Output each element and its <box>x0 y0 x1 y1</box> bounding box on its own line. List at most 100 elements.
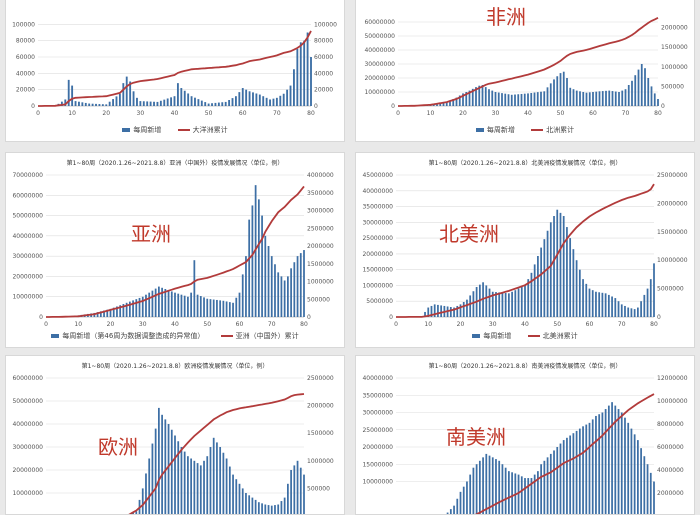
y-right-tick-label: 100000 <box>314 21 337 28</box>
weekly-bar <box>281 276 283 317</box>
x-tick-label: 40 <box>171 110 179 117</box>
weekly-bar <box>303 475 305 515</box>
weekly-bar <box>266 98 268 106</box>
y-left-tick-label: 40000000 <box>362 188 393 195</box>
weekly-bar <box>498 292 500 317</box>
weekly-bar <box>611 296 613 317</box>
weekly-bar <box>640 448 642 515</box>
weekly-bar <box>197 463 199 515</box>
weekly-bar <box>527 93 529 106</box>
weekly-bar <box>249 91 251 106</box>
x-tick-label: 30 <box>492 110 500 117</box>
weekly-bar <box>300 468 302 515</box>
x-tick-label: 20 <box>457 321 465 328</box>
x-tick-label: 20 <box>459 110 467 117</box>
weekly-bar <box>641 64 643 106</box>
weekly-bar <box>637 308 639 317</box>
weekly-bar <box>572 433 574 515</box>
y-right-tick-label: 2000000 <box>307 243 334 250</box>
x-tick-label: 10 <box>68 110 76 117</box>
weekly-bar <box>190 459 192 515</box>
weekly-bar <box>625 89 627 106</box>
weekly-bar <box>219 447 221 515</box>
weekly-bar <box>300 253 302 317</box>
weekly-bar <box>153 102 155 106</box>
weekly-bar <box>135 511 137 515</box>
chart-panel-europe: 第1~80周（2020.1.26~2021.8.8）欧洲疫情发展情况（单位，例）… <box>5 355 345 515</box>
weekly-bar <box>208 104 210 106</box>
weekly-bar <box>200 465 202 515</box>
line-swatch-icon <box>178 129 190 131</box>
bar-swatch-icon <box>476 128 484 132</box>
weekly-bar <box>530 93 532 106</box>
weekly-bar <box>229 302 231 317</box>
weekly-bar <box>560 213 562 317</box>
weekly-bar <box>269 99 271 106</box>
x-tick-label: 10 <box>424 321 432 328</box>
y-left-tick-label: 35000000 <box>362 204 393 211</box>
weekly-bar <box>460 492 462 515</box>
weekly-bar <box>582 92 584 106</box>
weekly-bar <box>466 300 468 317</box>
y-right-tick-label: 20000000 <box>657 200 688 207</box>
chart-svg-north-america: 0500000010000000150000002000000025000000… <box>356 153 695 348</box>
weekly-bar <box>498 93 500 106</box>
weekly-bar <box>495 459 497 515</box>
weekly-bar <box>242 88 244 106</box>
weekly-bar <box>184 452 186 515</box>
y-left-tick-label: 10000000 <box>364 89 395 96</box>
weekly-bar <box>193 461 195 515</box>
weekly-bar <box>303 41 305 106</box>
y-left-tick-label: 0 <box>31 103 35 110</box>
weekly-bar <box>505 293 507 317</box>
weekly-bar <box>611 402 613 515</box>
x-tick-label: 40 <box>524 110 532 117</box>
weekly-bar <box>164 289 166 317</box>
weekly-bar <box>174 96 176 106</box>
weekly-bar <box>602 293 604 317</box>
weekly-bar <box>181 295 183 317</box>
weekly-bar <box>631 308 633 317</box>
weekly-bar <box>284 498 286 515</box>
weekly-bar <box>543 239 545 317</box>
weekly-bar <box>508 293 510 317</box>
weekly-bar <box>133 91 135 106</box>
weekly-bar <box>206 456 208 515</box>
weekly-bar <box>450 509 452 515</box>
weekly-bar <box>569 238 571 317</box>
weekly-bar <box>200 296 202 317</box>
weekly-bar <box>252 92 254 106</box>
weekly-bar <box>521 476 523 515</box>
weekly-bar <box>213 438 215 515</box>
weekly-bar <box>109 102 111 106</box>
y-left-tick-label: 60000000 <box>364 19 395 26</box>
chart-svg-asia: 0100000002000000030000000400000005000000… <box>6 153 345 348</box>
weekly-bar <box>634 434 636 515</box>
y-left-tick-label: 45000000 <box>362 172 393 179</box>
weekly-bar <box>634 309 636 317</box>
weekly-bar <box>276 98 278 106</box>
weekly-bar <box>573 89 575 106</box>
y-left-tick-label: 30000000 <box>12 444 43 451</box>
weekly-bar <box>501 93 503 106</box>
weekly-bar <box>531 273 533 317</box>
weekly-bar <box>612 91 614 106</box>
weekly-bar <box>651 86 653 106</box>
region-label-north-america: 北美洲 <box>439 218 499 247</box>
y-right-tick-label: 12000000 <box>657 375 688 382</box>
weekly-bar <box>152 444 154 515</box>
weekly-bar <box>582 426 584 515</box>
bar-swatch-icon <box>472 334 480 338</box>
weekly-bar <box>498 461 500 515</box>
y-right-tick-label: 2000000 <box>657 490 684 497</box>
y-left-tick-label: 20000 <box>16 87 35 94</box>
region-label-europe: 欧洲 <box>98 431 138 460</box>
y-right-tick-label: 500000 <box>661 83 684 90</box>
weekly-bar <box>508 94 510 106</box>
weekly-bar <box>540 92 542 106</box>
weekly-bar <box>560 73 562 106</box>
weekly-bar <box>647 289 649 317</box>
weekly-bar <box>177 83 179 106</box>
weekly-bar <box>540 248 542 317</box>
weekly-bar <box>566 78 568 106</box>
